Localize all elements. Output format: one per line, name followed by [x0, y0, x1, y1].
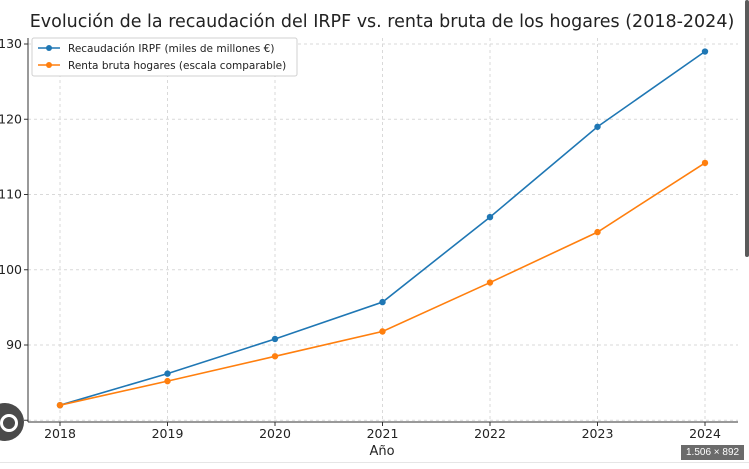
y-tick-label: 130	[0, 36, 22, 51]
data-point	[271, 353, 279, 360]
image-size-badge: 1.506 × 892	[681, 445, 745, 460]
y-tick-label: 90	[6, 337, 22, 352]
legend-label-renta: Renta bruta hogares (escala comparable)	[68, 60, 286, 72]
data-point	[701, 48, 709, 55]
legend-marker-renta	[46, 62, 52, 68]
x-tick-label: 2023	[582, 426, 614, 441]
x-tick-label: 2018	[44, 426, 76, 441]
data-point	[379, 328, 386, 335]
x-tick-label: 2024	[689, 426, 721, 441]
x-tick-label: 2020	[259, 426, 291, 441]
legend-label-irpf: Recaudación IRPF (miles de millones €)	[68, 43, 274, 55]
data-point	[164, 377, 171, 385]
legend: Recaudación IRPF (miles de millones €) R…	[31, 37, 298, 77]
x-tick-label: 2021	[367, 426, 399, 441]
scrollbar[interactable]	[745, 0, 749, 257]
y-tick-label: 110	[0, 187, 22, 202]
data-point	[594, 123, 601, 130]
y-tick-label: 120	[0, 111, 22, 126]
data-point	[56, 402, 64, 409]
data-point	[164, 370, 171, 377]
divider	[0, 462, 749, 463]
x-axis-label: Año	[369, 444, 394, 459]
x-tick-label: 2022	[474, 426, 506, 441]
chart-title: Evolución de la recaudación del IRPF vs.…	[30, 12, 735, 32]
data-point	[594, 228, 601, 236]
axes: 2018201920202021202220232024809010011012…	[0, 36, 738, 441]
data-point	[486, 213, 494, 221]
data-point	[486, 279, 494, 286]
grid	[28, 38, 738, 422]
y-tick-label: 100	[0, 262, 22, 277]
data-point	[379, 298, 386, 306]
legend-marker-irpf	[46, 45, 52, 51]
data-point	[701, 159, 709, 167]
series-lines	[56, 48, 709, 409]
data-point	[271, 335, 279, 343]
x-tick-label: 2019	[152, 426, 184, 441]
